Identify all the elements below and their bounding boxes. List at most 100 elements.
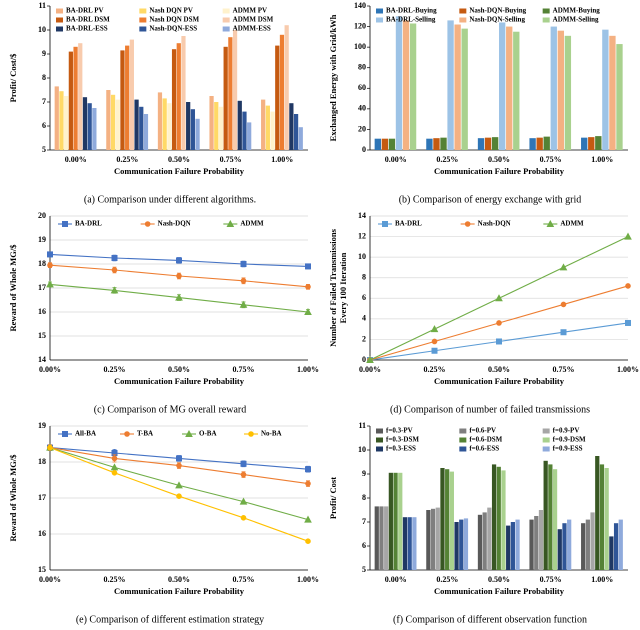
y-tick-label: 10 <box>358 445 366 454</box>
legend-swatch <box>459 446 467 452</box>
x-axis-label: Communication Failure Probability <box>434 586 565 596</box>
legend-swatch <box>459 17 467 23</box>
y-tick-label: 140 <box>354 1 366 10</box>
y-tick-label: 18 <box>38 259 46 268</box>
bar <box>73 46 78 150</box>
marker <box>305 284 311 290</box>
legend-swatch <box>56 17 63 23</box>
marker <box>226 219 235 227</box>
bar <box>381 138 389 150</box>
bar <box>459 519 464 570</box>
bar <box>430 508 436 570</box>
y-tick-label: 0 <box>362 355 366 364</box>
bar <box>139 106 144 150</box>
marker <box>144 221 151 227</box>
y-tick-label: 11 <box>358 421 366 430</box>
marker <box>240 515 247 521</box>
x-tick-label: 0.50% <box>168 155 190 164</box>
legend-swatch <box>459 8 467 14</box>
bar <box>609 35 616 151</box>
y-tick-label: 80 <box>358 63 366 72</box>
x-axis-label: Communication Failure Probability <box>114 376 245 386</box>
x-tick-label: 0.25% <box>104 575 126 584</box>
y-tick-label: 9 <box>362 469 366 478</box>
bar <box>581 523 586 570</box>
bar <box>510 522 515 570</box>
bar <box>265 105 270 150</box>
bar <box>167 103 172 150</box>
bar <box>54 86 59 150</box>
marker <box>305 538 311 545</box>
bar <box>261 99 266 150</box>
legend-swatch <box>376 17 383 23</box>
marker <box>110 463 119 471</box>
legend-swatch <box>542 437 550 443</box>
y-tick-label: 6 <box>362 293 366 302</box>
bar <box>275 45 280 150</box>
marker <box>305 263 311 270</box>
legend-label: f=0.3-ESS <box>386 445 416 453</box>
bar <box>209 96 214 150</box>
marker <box>47 444 53 451</box>
x-tick-label: 0.50% <box>488 155 510 164</box>
y-tick-label: 4 <box>362 314 366 323</box>
y-axis-label: Exchanged Energy with Grid/kWh <box>328 14 338 141</box>
y-axis-label: Reward of Whole MG/$ <box>8 244 18 332</box>
bar <box>388 472 393 570</box>
legend-label: Nash DQN DSM <box>149 16 199 24</box>
bar <box>499 22 506 151</box>
bar <box>87 103 92 150</box>
y-tick-label: 16 <box>38 529 46 538</box>
legend-swatch <box>376 8 383 14</box>
marker <box>366 355 374 363</box>
marker <box>495 294 503 302</box>
bar <box>237 100 242 150</box>
legend-swatch <box>222 26 230 32</box>
bar <box>426 138 433 150</box>
bar <box>463 518 469 570</box>
legend-swatch <box>376 446 383 452</box>
legend-label: f=0.6-PV <box>469 427 496 435</box>
caption: (a) Comparison under different algorithm… <box>84 194 256 205</box>
bar <box>534 516 539 570</box>
marker <box>304 307 312 315</box>
bar <box>496 466 501 570</box>
y-tick-label: 8 <box>362 493 366 502</box>
legend-swatch <box>542 8 550 14</box>
y-axis-label: Every 100 Iteration <box>338 252 348 323</box>
y-tick-label: 14 <box>358 211 366 220</box>
x-tick-label: 1.00% <box>591 155 613 164</box>
legend-label: Nash-DQN-Buying <box>469 7 526 15</box>
bar <box>529 519 534 570</box>
y-tick-label: 15 <box>38 331 46 340</box>
y-tick-label: 10 <box>38 25 46 34</box>
bar <box>477 514 483 570</box>
marker <box>110 286 119 294</box>
marker <box>62 221 68 227</box>
legend-label: BA-DRL PV <box>66 7 104 15</box>
bar <box>125 45 130 150</box>
legend-label: BA-DRL DSM <box>66 16 110 24</box>
bar <box>529 138 536 150</box>
bar <box>143 114 149 150</box>
marker <box>111 470 118 476</box>
bar <box>595 136 602 150</box>
legend-label: f=0.9-PV <box>553 427 580 435</box>
bar <box>447 20 454 151</box>
y-tick-label: 0 <box>362 145 366 154</box>
bar <box>398 472 403 570</box>
legend-label: BA-DRL-ESS <box>66 25 108 33</box>
bar <box>461 28 468 150</box>
legend-label: f=0.6-DSM <box>469 436 502 444</box>
y-tick-label: 5 <box>362 565 366 574</box>
marker <box>464 221 471 227</box>
bar <box>433 138 440 150</box>
bar <box>454 24 461 151</box>
y-tick-label: 20 <box>38 211 46 220</box>
marker <box>62 431 68 437</box>
bar <box>298 127 303 150</box>
marker <box>304 515 312 523</box>
y-tick-label: 6 <box>362 541 366 550</box>
bar <box>407 517 412 570</box>
y-axis-label: Profit/ Cost <box>328 477 338 519</box>
